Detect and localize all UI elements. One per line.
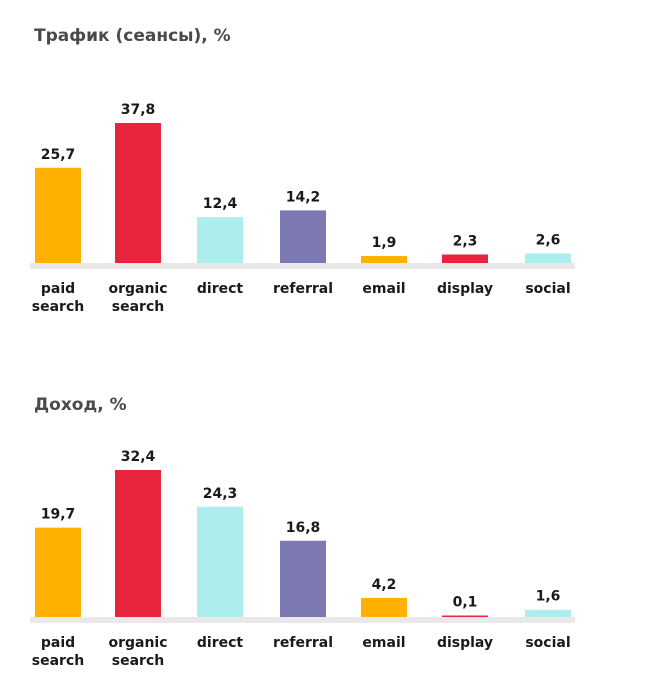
category-label: email (362, 635, 405, 651)
category-label: search (32, 299, 84, 315)
category-label: search (112, 653, 164, 669)
traffic-bar-chart: 25,7 paid search 37,8 organic search 12,4 direc… (30, 102, 575, 315)
bar (361, 597, 407, 617)
category-label: organic (108, 635, 167, 651)
category-label: organic (108, 281, 167, 297)
traffic-chart: Трафик (сеансы), % 25,7 paid search 37,8 org… (0, 0, 650, 330)
category-label: search (32, 653, 84, 669)
data-label: 0,1 (453, 595, 478, 611)
category-label: referral (273, 281, 333, 297)
category-label: social (525, 635, 570, 651)
bar (525, 609, 571, 617)
chart-title: Трафик (сеансы), % (34, 26, 231, 46)
data-label: 14,2 (286, 189, 321, 205)
data-label: 2,3 (453, 233, 478, 249)
category-label: email (362, 281, 405, 297)
bar (35, 167, 81, 263)
bar (35, 527, 81, 617)
category-label: paid (41, 281, 75, 297)
chart-title: Доход, % (34, 395, 127, 415)
bar (280, 540, 326, 617)
category-label: search (112, 299, 164, 315)
bar (361, 255, 407, 263)
bar (197, 217, 243, 263)
data-label: 37,8 (121, 102, 156, 118)
data-label: 32,4 (121, 449, 156, 465)
bar (442, 254, 488, 263)
data-label: 24,3 (203, 486, 238, 502)
bar (197, 506, 243, 617)
bar (280, 210, 326, 263)
data-label: 19,7 (41, 507, 76, 523)
data-label: 4,2 (372, 577, 397, 593)
category-label: social (525, 281, 570, 297)
bar (115, 470, 161, 617)
category-label: direct (197, 281, 244, 297)
data-label: 2,6 (536, 232, 561, 248)
baseline-shadow (30, 263, 575, 269)
data-label: 25,7 (41, 147, 76, 163)
category-label: display (437, 635, 493, 651)
category-label: referral (273, 635, 333, 651)
data-label: 16,8 (286, 520, 321, 536)
category-label: direct (197, 635, 244, 651)
bar (525, 253, 571, 263)
bar (442, 615, 488, 617)
category-label: paid (41, 635, 75, 651)
category-label: display (437, 281, 493, 297)
bar (115, 123, 161, 263)
baseline-shadow (30, 617, 575, 623)
data-label: 1,6 (536, 589, 561, 605)
data-label: 1,9 (372, 235, 397, 251)
data-label: 12,4 (203, 196, 238, 212)
